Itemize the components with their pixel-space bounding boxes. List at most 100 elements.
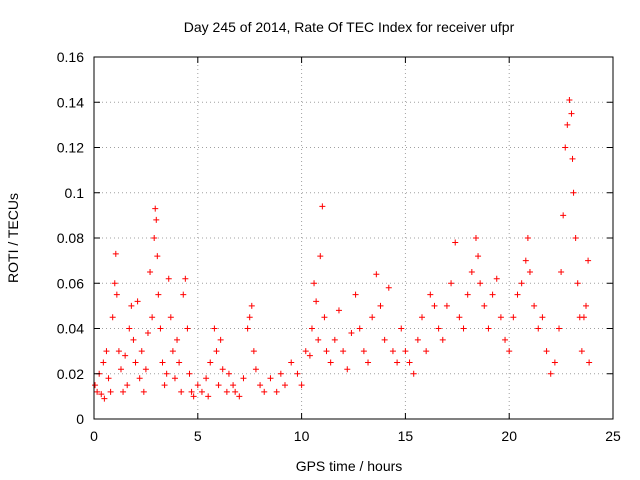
data-point-marker: [524, 235, 531, 241]
data-point-marker: [188, 388, 195, 395]
data-point-marker: [558, 268, 565, 275]
data-point-marker: [586, 359, 593, 366]
axis-ticks: [93, 56, 614, 420]
data-point-marker: [578, 348, 585, 355]
data-point-marker: [568, 110, 575, 117]
data-point-marker: [250, 348, 257, 355]
data-point-marker: [128, 302, 135, 309]
data-point-marker: [122, 352, 129, 359]
data-point-marker: [152, 205, 159, 212]
x-axis-label: GPS time / hours: [296, 458, 403, 474]
data-point-marker: [562, 144, 569, 151]
data-point-marker: [308, 325, 315, 332]
y-axis-label: ROTI / TECUs: [5, 193, 21, 283]
data-point-marker: [464, 291, 471, 298]
x-tick-label: 25: [605, 428, 621, 444]
data-point-marker: [535, 325, 542, 332]
data-point-marker: [352, 291, 359, 298]
data-point-marker: [219, 366, 226, 373]
data-point-marker: [510, 314, 517, 321]
data-point-marker: [149, 314, 156, 321]
data-points: [92, 96, 593, 402]
data-point-marker: [406, 359, 413, 366]
data-point-marker: [120, 388, 127, 395]
y-tick-label: 0.06: [57, 275, 84, 291]
data-point-marker: [315, 336, 322, 343]
data-point-marker: [414, 336, 421, 343]
data-point-marker: [294, 370, 301, 377]
data-point-marker: [205, 393, 212, 400]
data-point-marker: [443, 302, 450, 309]
data-point-marker: [147, 268, 154, 275]
data-point-marker: [180, 291, 187, 298]
data-point-marker: [225, 370, 232, 377]
data-point-marker: [207, 359, 214, 366]
data-point-marker: [481, 302, 488, 309]
data-point-marker: [184, 325, 191, 332]
data-point-marker: [94, 388, 101, 395]
data-point-marker: [277, 370, 284, 377]
data-point-marker: [327, 359, 334, 366]
data-point-marker: [215, 382, 222, 389]
data-point-marker: [130, 336, 137, 343]
data-point-marker: [124, 382, 131, 389]
data-point-marker: [365, 359, 372, 366]
data-point-marker: [111, 280, 118, 287]
data-point-marker: [213, 348, 220, 355]
data-point-marker: [126, 325, 133, 332]
data-point-marker: [439, 336, 446, 343]
data-point-marker: [472, 235, 479, 241]
data-point-marker: [321, 314, 328, 321]
data-point-marker: [569, 155, 576, 162]
data-point-marker: [151, 235, 158, 241]
x-tick-label: 0: [90, 428, 98, 444]
data-point-marker: [138, 348, 145, 355]
y-tick-label: 0.1: [65, 185, 85, 201]
data-point-marker: [163, 370, 170, 377]
data-point-marker: [136, 375, 143, 382]
data-point-marker: [377, 302, 384, 309]
data-point-marker: [475, 253, 482, 260]
data-point-marker: [335, 307, 342, 314]
data-point-marker: [389, 348, 396, 355]
data-point-marker: [564, 121, 571, 128]
data-point-marker: [360, 348, 367, 355]
data-point-marker: [385, 284, 392, 291]
data-point-marker: [176, 359, 183, 366]
data-point-marker: [190, 393, 197, 400]
data-point-marker: [402, 348, 409, 355]
data-point-marker: [100, 359, 107, 366]
data-point-marker: [348, 330, 355, 337]
data-point-marker: [356, 325, 363, 332]
data-point-marker: [273, 388, 280, 395]
data-point-marker: [244, 325, 251, 332]
data-point-marker: [518, 280, 525, 287]
data-point-marker: [223, 388, 230, 395]
data-point-marker: [566, 96, 573, 103]
data-point-marker: [288, 359, 295, 366]
data-point-marker: [240, 375, 247, 382]
data-point-marker: [419, 314, 426, 321]
data-point-marker: [248, 302, 255, 309]
data-point-marker: [169, 348, 176, 355]
data-point-marker: [583, 302, 590, 309]
data-point-marker: [217, 336, 224, 343]
data-point-marker: [431, 302, 438, 309]
data-point-marker: [398, 325, 405, 332]
data-point-marker: [585, 257, 592, 264]
data-point-marker: [497, 314, 504, 321]
x-tick-label: 10: [294, 428, 310, 444]
data-point-marker: [468, 268, 475, 275]
data-point-marker: [252, 366, 259, 373]
data-point-marker: [311, 280, 318, 287]
data-point-marker: [153, 216, 160, 223]
data-point-marker: [460, 325, 467, 332]
data-point-marker: [211, 325, 218, 332]
data-point-marker: [117, 366, 124, 373]
data-point-marker: [134, 298, 141, 305]
data-point-marker: [198, 388, 205, 395]
data-point-marker: [103, 348, 110, 355]
data-point-marker: [261, 388, 268, 395]
data-point-marker: [547, 370, 554, 377]
data-point-marker: [427, 291, 434, 298]
